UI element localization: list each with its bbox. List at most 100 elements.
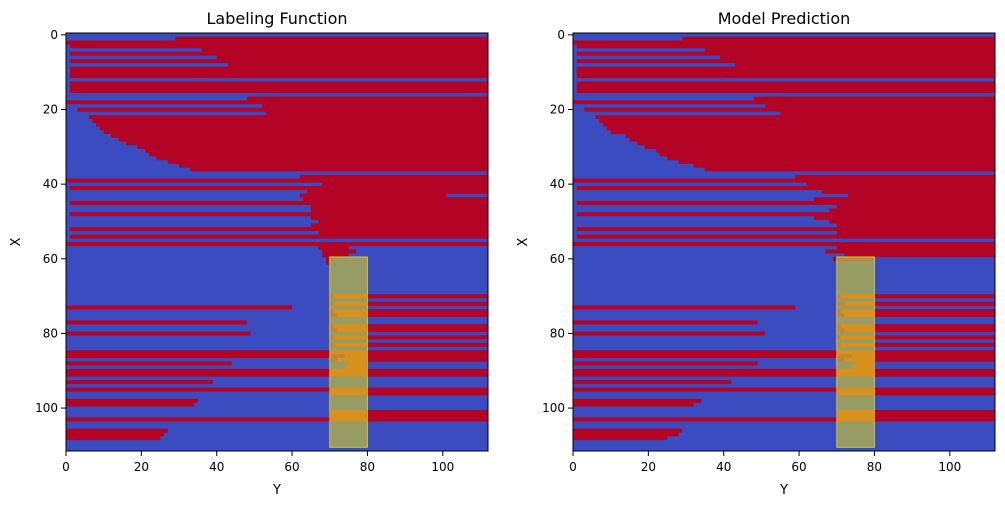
heatmap-cell	[261, 103, 488, 108]
heatmap-cell	[576, 44, 995, 49]
x-tick-label: 20	[641, 460, 656, 474]
x-tick-label: 40	[209, 460, 224, 474]
highlight-overlap-cell	[840, 324, 875, 329]
highlight-overlap-cell	[836, 409, 875, 414]
heatmap-cell	[573, 361, 758, 366]
heatmap-cell	[573, 305, 796, 310]
y-tick-label: 100	[542, 401, 565, 415]
highlight-overlap-cell	[844, 301, 875, 306]
highlight-overlap-cell	[836, 368, 875, 373]
heatmap-cell	[829, 208, 995, 213]
highlight-overlap-cell	[329, 368, 368, 373]
highlight-overlap-cell	[329, 409, 368, 414]
y-axis-ticks: 0 20 40 60 80 100	[542, 28, 573, 415]
heatmap-cell	[573, 380, 732, 385]
x-axis-ticks: 0 20 40 60 80 100	[569, 451, 961, 474]
heatmap-cell	[573, 242, 995, 247]
highlight-overlap-cell	[329, 391, 368, 396]
heatmap-cell	[69, 44, 489, 49]
heatmap-cell	[303, 197, 488, 202]
heatmap-cell	[576, 88, 995, 94]
heatmap-cell	[682, 36, 995, 41]
heatmap-cell	[137, 144, 488, 149]
heatmap-cell	[814, 215, 995, 220]
heatmap-cell	[77, 107, 488, 112]
x-tick-label: 20	[134, 460, 149, 474]
heatmap-cell	[576, 212, 995, 217]
heatmap-cell	[836, 312, 995, 317]
x-tick-label: 40	[716, 460, 731, 474]
heatmap-cell	[329, 327, 488, 332]
heatmap-cell	[573, 40, 995, 45]
heatmap-cell	[329, 301, 488, 306]
heatmap-cell	[111, 133, 488, 138]
heatmap-cell	[318, 245, 349, 250]
highlight-overlap-cell	[329, 372, 368, 377]
heatmap-cell	[836, 324, 995, 329]
heatmap-cell	[66, 428, 168, 433]
heatmap-cell	[145, 148, 488, 153]
heatmap-cell	[148, 152, 488, 157]
highlight-overlap-cell	[344, 353, 368, 358]
x-tick-label: 60	[791, 460, 806, 474]
heatmap-cell	[88, 115, 488, 120]
heatmap-cell	[637, 141, 995, 146]
heatmap-cell	[659, 152, 995, 157]
heatmap-cell	[836, 342, 995, 347]
heatmap-cell	[66, 178, 488, 183]
x-tick-label: 80	[360, 460, 375, 474]
heatmap-cell	[329, 342, 488, 347]
heatmap-cell	[69, 227, 489, 232]
heatmap-cell	[814, 197, 995, 202]
y-tick-label: 0	[557, 28, 565, 42]
heatmap-cell	[836, 409, 995, 414]
heatmap-cell	[299, 174, 488, 179]
heatmap-cell	[69, 70, 489, 75]
heatmap-cell	[836, 357, 995, 362]
heatmap-cell	[299, 193, 447, 198]
heatmap-cell	[329, 309, 488, 314]
highlight-overlap-cell	[333, 309, 368, 314]
highlight-overlap-cell	[836, 350, 875, 355]
highlight-overlap-cell	[840, 294, 875, 299]
heatmap-cell	[576, 59, 995, 64]
heatmap-cell	[329, 357, 488, 362]
highlight-overlap-cell	[836, 417, 875, 422]
highlight-overlap-cell	[348, 361, 368, 366]
heatmap-cell	[836, 391, 995, 396]
heatmap-cell	[69, 59, 489, 64]
highlight-overlap-cell	[333, 335, 368, 340]
heatmap-cell	[66, 100, 488, 105]
heatmap-cell	[735, 62, 995, 67]
heatmap-cell	[66, 40, 488, 45]
heatmap-cell	[69, 88, 489, 94]
heatmap-cell	[167, 159, 488, 164]
heatmap-cell	[573, 417, 995, 422]
heatmap-cell	[69, 51, 489, 56]
heatmap-cell	[573, 402, 694, 407]
heatmap-cell	[190, 167, 488, 172]
highlight-overlap-cell	[851, 365, 875, 370]
heatmap-cell	[595, 115, 995, 120]
heatmap-cell	[603, 122, 995, 127]
x-axis-label: Y	[272, 483, 281, 498]
heatmap-cell	[66, 305, 293, 310]
plot-frame	[572, 32, 996, 452]
heatmap-cell	[806, 182, 995, 187]
heatmap-cell	[69, 81, 489, 86]
heatmap-cell	[66, 398, 198, 403]
highlight-overlap-cell	[855, 361, 875, 366]
highlight-overlap-cell	[337, 312, 368, 317]
heatmap-cell	[576, 70, 995, 75]
heatmap-cell	[573, 398, 702, 403]
heatmap-cell	[576, 227, 995, 232]
highlight-overlap-cell	[851, 353, 875, 358]
heatmap-cell	[848, 193, 995, 198]
heatmap-cell	[667, 156, 995, 161]
highlight-overlap-cell	[840, 335, 875, 340]
heatmap-cell	[318, 230, 488, 235]
x-tick-label: 80	[867, 460, 882, 474]
chart-title: Labeling Function	[206, 9, 347, 28]
heatmap-cell	[719, 55, 995, 60]
